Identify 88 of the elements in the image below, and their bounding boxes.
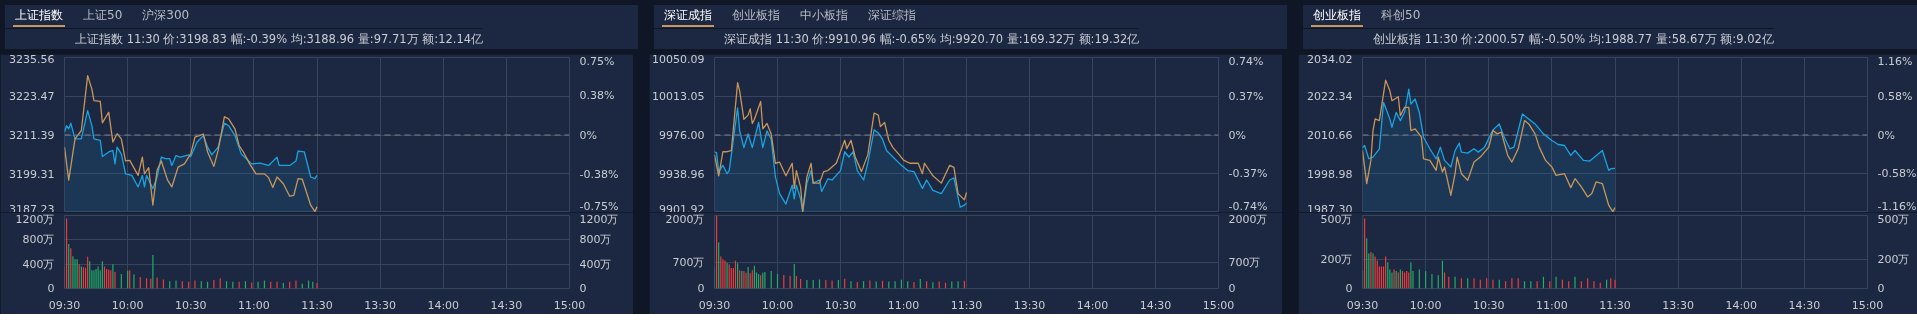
- y-tick-label: 10050.09: [652, 52, 705, 66]
- y-tick-label: 3223.47: [9, 90, 55, 104]
- y2-tick-label: 1200万: [579, 212, 619, 226]
- y-tick-label: 3211.39: [9, 129, 55, 143]
- x-tick-label: 14:00: [1076, 298, 1109, 312]
- y2-tick-label: 2000万: [1228, 212, 1268, 226]
- x-tick-label: 13:30: [364, 298, 396, 312]
- x-tick-label: 15:00: [1851, 298, 1884, 312]
- y2-tick-label: 800万: [579, 233, 612, 247]
- y-tick-label: 0: [47, 282, 55, 295]
- text: 中小板指: [799, 8, 849, 24]
- text: 创业板指: [1311, 8, 1363, 27]
- x-tick-label: 11:00: [887, 298, 920, 312]
- chart-title: 深证成指 11:30 价:9910.96 幅:-0.65% 均:9920.70 量:169.32万 额:19.32亿: [723, 31, 1140, 48]
- x-tick-label: 13:30: [1013, 298, 1046, 312]
- x-tick-label: 10:00: [1409, 298, 1442, 312]
- y2-tick-label: 700万: [1228, 256, 1261, 270]
- x-tick-label: 11:00: [1536, 298, 1568, 312]
- y-tick-label: 3199.31: [9, 167, 55, 181]
- chart-title: 创业板指 11:30 价:2000.57 幅:-0.50% 均:1988.77 量:58.67万 额:9.02亿: [1372, 31, 1774, 48]
- x-tick-label: 09:30: [1346, 298, 1379, 312]
- x-tick-label: 15:00: [1202, 298, 1235, 312]
- y-tick-label: 9976.00: [659, 129, 705, 143]
- text: 深证综指: [867, 8, 917, 24]
- y-tick-label: 1998.98: [1307, 167, 1353, 181]
- y2-tick-label: -0.75%: [579, 199, 619, 213]
- line-series: [714, 82, 968, 212]
- y-tick-label: 10013.05: [652, 90, 705, 104]
- x-tick-label: 10:30: [824, 298, 857, 312]
- x-tick-label: 10:30: [174, 298, 207, 312]
- y2-tick-label: 200万: [1877, 252, 1910, 266]
- x-tick-label: 14:30: [1788, 298, 1821, 312]
- y2-tick-label: 0%: [1228, 128, 1246, 142]
- y-tick-label: 0: [697, 282, 705, 295]
- x-tick-label: 09:30: [698, 298, 731, 312]
- y-tick-label: 200万: [1320, 252, 1353, 266]
- y2-tick-label: 0.37%: [1228, 89, 1264, 103]
- x-tick-label: 09:30: [48, 298, 81, 312]
- y-tick-label: 3235.56: [9, 52, 55, 66]
- x-tick-label: 11:00: [238, 298, 270, 312]
- y-tick-label: 2034.02: [1307, 52, 1353, 66]
- y2-tick-label: 0.74%: [1228, 54, 1264, 68]
- y-tick-label: 500万: [1320, 212, 1353, 226]
- chart-title: 上证指数 11:30 价:3198.83 幅:-0.39% 均:3188.96 量:97.71万 额:12.14亿: [74, 31, 484, 48]
- y-tick-label: 2010.66: [1307, 129, 1353, 142]
- y2-tick-label: 0%: [1877, 128, 1895, 142]
- y-tick-label: 800万: [22, 233, 55, 247]
- y2-tick-label: 0: [1228, 282, 1236, 295]
- text: 沪深300: [141, 8, 191, 24]
- y-tick-label: 2022.34: [1307, 90, 1353, 104]
- y2-tick-label: 1.16%: [1877, 54, 1913, 68]
- y-tick-label: 2000万: [665, 212, 705, 226]
- text: 科创50: [1380, 8, 1422, 24]
- text: 深证成指: [662, 8, 714, 27]
- y2-tick-label: -0.37%: [1228, 167, 1268, 181]
- text: 上证指数: [13, 8, 65, 27]
- x-tick-label: 14:30: [490, 298, 523, 312]
- y2-tick-label: -0.74%: [1228, 199, 1268, 213]
- x-tick-label: 14:00: [427, 298, 460, 312]
- y2-tick-label: 400万: [579, 257, 612, 271]
- x-tick-label: 10:00: [761, 298, 794, 312]
- x-tick-label: 14:30: [1139, 298, 1172, 312]
- text: 上证50: [82, 8, 124, 24]
- text: 创业板指: [731, 8, 781, 24]
- y-tick-label: 9938.96: [659, 167, 705, 181]
- x-tick-label: 11:30: [950, 298, 983, 312]
- y2-tick-label: 0.75%: [579, 54, 615, 68]
- line-series: [64, 75, 318, 212]
- y2-tick-label: 0: [579, 282, 587, 295]
- x-tick-label: 15:00: [553, 298, 586, 312]
- y-tick-label: 400万: [22, 257, 55, 271]
- y2-tick-label: 500万: [1877, 212, 1910, 226]
- y-tick-label: 1200万: [15, 212, 55, 226]
- x-tick-label: 11:30: [301, 298, 333, 312]
- x-tick-label: 14:00: [1725, 298, 1758, 312]
- x-tick-label: 10:00: [111, 298, 144, 312]
- y-tick-label: 0: [1345, 282, 1353, 295]
- y2-tick-label: 0%: [579, 128, 597, 142]
- y2-tick-label: -0.58%: [1877, 167, 1917, 181]
- y2-tick-label: 0.38%: [579, 89, 615, 103]
- x-tick-label: 13:30: [1662, 298, 1694, 312]
- x-tick-label: 11:30: [1599, 298, 1631, 312]
- x-tick-label: 10:30: [1472, 298, 1505, 312]
- y2-tick-label: -1.16%: [1877, 199, 1917, 213]
- y2-tick-label: 0.58%: [1877, 89, 1913, 103]
- y-tick-label: 700万: [672, 256, 705, 270]
- y2-tick-label: 0: [1877, 282, 1885, 295]
- y2-tick-label: -0.38%: [579, 167, 619, 181]
